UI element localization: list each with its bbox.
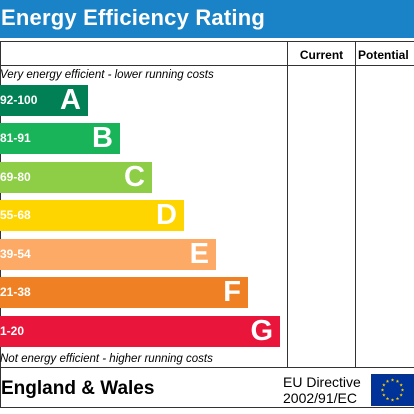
- header-bar: Energy Efficiency Rating: [0, 0, 414, 38]
- eu-flag-star: [400, 388, 405, 392]
- potential-column-header: Potential: [358, 48, 409, 62]
- current-column-header: Current: [299, 48, 344, 62]
- footer-divider: [0, 367, 414, 368]
- band-c: 69-80 C: [0, 162, 152, 193]
- directive-line-1: EU Directive: [283, 374, 361, 390]
- eu-flag-star: [399, 383, 403, 387]
- band-range-label: 55-68: [0, 208, 31, 222]
- eu-flag-icon: [371, 374, 414, 406]
- eu-directive: EU Directive 2002/91/EC: [283, 374, 361, 406]
- eu-flag-star: [395, 379, 400, 383]
- band-letter-label: B: [92, 122, 113, 154]
- band-range-label: 39-54: [0, 247, 31, 261]
- directive-line-2: 2002/91/EC: [283, 390, 357, 406]
- eu-flag-star: [390, 398, 395, 402]
- eu-flag-star: [399, 393, 403, 397]
- eu-flag-star: [385, 379, 390, 383]
- eu-flag-star: [380, 388, 385, 392]
- band-b: 81-91 B: [0, 123, 120, 154]
- band-a: 92-100 A: [0, 85, 88, 116]
- current-column-divider: [287, 41, 288, 367]
- band-f: 21-38 F: [0, 277, 248, 308]
- band-g: 1-20 G: [0, 316, 280, 347]
- band-letter-label: E: [189, 238, 209, 270]
- eu-flag-star: [382, 383, 386, 387]
- bottom-note: Not energy efficient - higher running co…: [0, 353, 213, 365]
- band-letter-label: A: [60, 84, 81, 116]
- eu-flag-star: [395, 396, 400, 401]
- band-range-label: 1-20: [0, 324, 25, 338]
- band-e: 39-54 E: [0, 239, 216, 270]
- potential-column-divider: [355, 41, 356, 367]
- band-letter-label: C: [124, 161, 145, 193]
- band-d: 55-68 D: [0, 200, 184, 231]
- page-title: Energy Efficiency Rating: [1, 5, 265, 30]
- header-row-divider: [0, 65, 414, 66]
- band-letter-label: F: [223, 276, 241, 308]
- eu-flag-star: [382, 393, 386, 397]
- band-range-label: 69-80: [0, 170, 31, 184]
- band-range-label: 92-100: [0, 93, 38, 107]
- band-range-label: 21-38: [0, 285, 31, 299]
- band-letter-label: D: [156, 199, 177, 231]
- band-letter-label: G: [250, 315, 273, 347]
- eu-flag-star: [385, 396, 390, 401]
- region-label: England & Wales: [1, 378, 155, 399]
- top-note: Very energy efficient - lower running co…: [0, 69, 214, 81]
- band-range-label: 81-91: [0, 131, 31, 145]
- eu-flag-star: [390, 378, 395, 382]
